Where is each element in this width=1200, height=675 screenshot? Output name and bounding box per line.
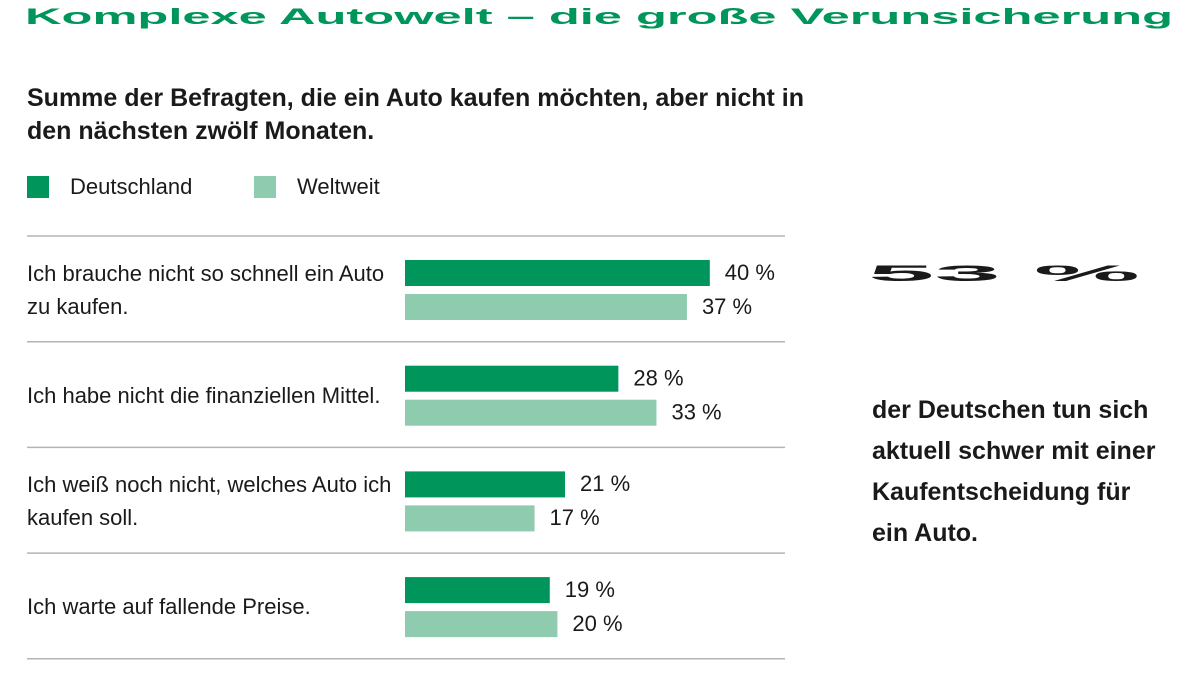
value-label: 33 % [671,400,721,425]
value-label: 17 % [550,505,600,530]
highlight-number: 53 % [868,261,1140,286]
bar [405,471,566,498]
value-label: 19 % [565,577,615,602]
value-label: 20 % [572,611,622,636]
legend-label: Deutschland [70,174,192,199]
category-label: Ich warte auf fallende Preise. [27,594,311,620]
value-label: 28 % [633,366,683,391]
legend-swatch [254,176,276,198]
chart-title: Komplexe Autowelt – die große Verunsiche… [25,4,1173,29]
category-label: Ich habe nicht die finanziellen Mittel. [27,383,381,409]
legend-swatch [27,176,49,198]
legend-label: Weltweit [297,174,380,199]
bar [405,611,558,638]
value-label: 37 % [702,294,752,319]
bar [405,260,710,286]
subtitle: Summe der Befragten, die ein Auto kaufen… [27,84,804,145]
highlight-text: der Deutschen tun sich aktuell schwer mi… [872,396,1156,547]
bar [405,365,619,392]
bar [405,399,657,426]
bar [405,294,687,320]
bar [405,505,535,532]
bar [405,577,550,604]
value-label: 40 % [725,260,775,285]
category-label: Ich brauche nicht so schnell ein Auto zu… [27,260,385,319]
value-label: 21 % [580,471,630,496]
category-label: Ich weiß noch nicht, welches Auto ich ka… [27,472,392,531]
